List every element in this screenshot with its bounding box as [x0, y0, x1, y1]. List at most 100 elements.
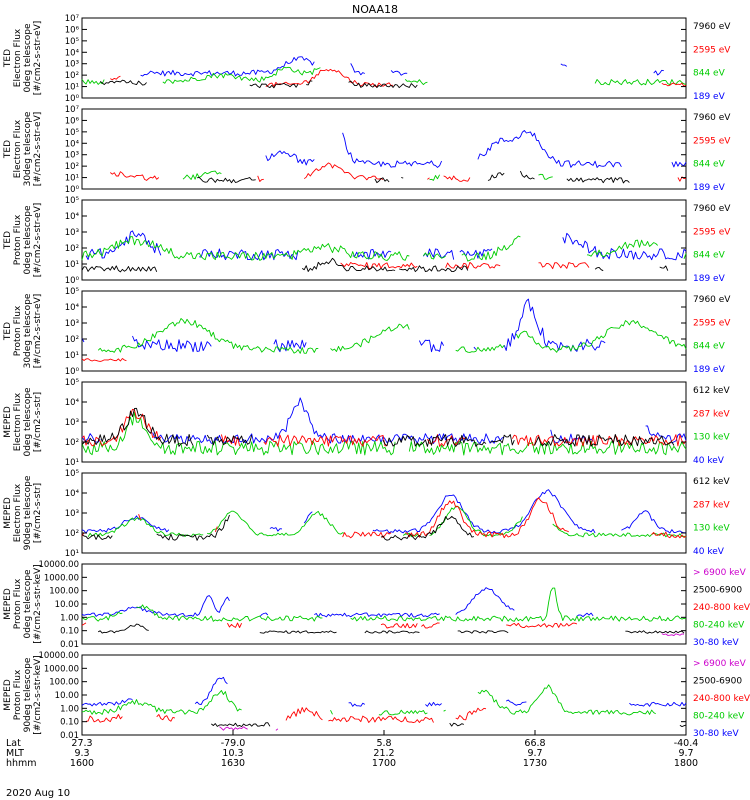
panel-1-ytick-label-6: 10⁶: [65, 25, 80, 35]
panel-3-ylabel-line-1: Proton Flux: [13, 214, 23, 265]
panel-8-series-80-240-kev: [81, 684, 656, 716]
panel-8-ytick-label-2: 1.00: [60, 704, 79, 714]
date-label: 2020 Aug 10: [6, 788, 70, 799]
panel-6-ytick-label-0: 10¹: [65, 549, 79, 559]
panel-1-ytick-label-4: 10⁴: [65, 48, 80, 58]
panel-8-legend-2500-6900: 2500-6900: [693, 677, 742, 687]
panel-2-ytick-label-0: 10⁰: [65, 185, 80, 195]
time-lat-value-1: -79.0: [221, 738, 246, 749]
panel-3-ylabel-line-3: [#/cm2-s-str-eV]: [33, 203, 43, 278]
panel-7-ytick-label-4: 100.00: [49, 587, 79, 597]
panel-1-legend-844-ev: 844 eV: [693, 69, 726, 79]
panel-3-frame: [81, 199, 687, 281]
panel-7-series-80-240-kev: [81, 587, 687, 622]
panel-3-ytick-label-2: 10²: [65, 244, 79, 254]
panel-4-ytick-label-0: 10⁰: [65, 367, 80, 377]
time-axis: Lat 27.3 -79.0 5.8 66.8 -40.4 MLT 9.3 10.3 21.2 9.…: [6, 730, 698, 769]
panel-1-ylabel-line-2: 0deg telescope: [23, 23, 33, 93]
panel-3-series-844-ev: [81, 235, 687, 262]
panel-3-ylabel: TEDProton Flux0deg telescope[#/cm2-s-str…: [3, 203, 43, 278]
panel-8-ylabel-line-3: [#/cm2-s-str-keV]: [33, 655, 43, 734]
panel-6-ytick-label-3: 10⁴: [65, 489, 80, 499]
panel-6-legend-287-kev: 287 keV: [693, 500, 730, 510]
panel-1-legend-7960-ev: 7960 eV: [693, 22, 731, 32]
panel-4-ytick-label-3: 10³: [65, 319, 79, 329]
panel-6-ylabel-line-1: Electron Flux: [13, 483, 23, 542]
panel-2-ytick-label-6: 10⁶: [65, 116, 80, 126]
panel-7-legend-6900-kev: > 6900 keV: [693, 568, 747, 578]
panel-3: 10⁰ 10¹ 10² 10³ 10⁴ 10⁵ TEDProton Flux0deg tel…: [3, 196, 731, 286]
panel-8-legend-30-80-kev: 30-80 keV: [693, 729, 739, 739]
panel-7-legend-80-240-kev: 80-240 keV: [693, 621, 745, 631]
panel-4: 10⁰ 10¹ 10² 10³ 10⁴ 10⁵ TEDProton Flux30deg te…: [3, 287, 731, 377]
panel-4-ytick-label-1: 10¹: [65, 351, 79, 361]
time-hhmm-value-3: 1730: [523, 758, 547, 769]
time-mlt-value-0: 9.3: [74, 748, 89, 759]
panel-1-ylabel-line-1: Electron Flux: [13, 28, 23, 87]
panel-2-legend-7960-ev: 7960 eV: [693, 113, 731, 123]
panel-6-ylabel-line-2: 90deg telescope: [23, 475, 33, 550]
panel-8: 0.010.101.0010.00100.001000.0010000.00ME…: [3, 651, 750, 741]
panel-1-ytick-label-7: 10⁷: [65, 14, 80, 24]
panel-4-ylabel: TEDProton Flux30deg telescope[#/cm2-s-st…: [3, 293, 43, 368]
panel-2-legend-2595-ev: 2595 eV: [693, 136, 731, 146]
time-hhmm-value-1: 1630: [221, 758, 245, 769]
panel-8-legend-6900-kev: > 6900 keV: [693, 659, 747, 669]
panel-2-series-844-ev: [182, 170, 553, 181]
panel-6-ytick-label-2: 10³: [65, 509, 79, 519]
panel-6-frame: [81, 472, 687, 554]
panel-4-series-844-ev: [97, 318, 687, 354]
panel-3-ytick-label-3: 10³: [65, 228, 79, 238]
panel-2-legend-844-ev: 844 eV: [693, 160, 726, 170]
panel-8-series-30-80-kev: [81, 676, 687, 707]
panel-3-legend-844-ev: 844 eV: [693, 251, 726, 261]
panel-7-series-2500-6900: [97, 623, 685, 634]
panel-8-series-2500-6900: [211, 722, 687, 728]
panel-3-ytick-label-1: 10¹: [65, 260, 79, 270]
time-mlt-value-3: 9.7: [527, 748, 542, 759]
panel-8-ytick-label-0: 0.01: [60, 731, 79, 741]
panel-8-series-6900-kev: [219, 726, 279, 731]
panel-2-ytick-label-4: 10⁴: [65, 139, 80, 149]
panel-2-ylabel-line-0: TED: [3, 140, 13, 159]
panel-6-ytick-label-4: 10⁵: [65, 469, 79, 479]
panel-4-ylabel-line-1: Proton Flux: [13, 305, 23, 356]
panel-7-legend-30-80-kev: 30-80 keV: [693, 638, 739, 648]
panel-5-legend-612-kev: 612 keV: [693, 386, 730, 396]
panel-6-series-130-kev: [87, 505, 687, 538]
panel-5-ytick-label-4: 10⁵: [65, 378, 79, 388]
panel-5-frame: [81, 381, 687, 463]
panel-3-legend-7960-ev: 7960 eV: [693, 204, 731, 214]
panel-4-ytick-label-5: 10⁵: [65, 287, 79, 297]
panel-8-series-240-800-kev: [85, 707, 487, 724]
panel-5-legend-130-kev: 130 keV: [693, 433, 730, 443]
panel-1-ytick-label-5: 10⁵: [65, 37, 79, 47]
panel-8-ytick-label-3: 10.00: [55, 691, 79, 701]
panel-2-ytick-label-3: 10³: [65, 151, 79, 161]
panel-8-ylabel: MEPEDProton Flux90deg telescope[#/cm2-s-…: [3, 655, 43, 734]
panel-3-series-7960-ev: [81, 257, 669, 273]
panel-1-legend-189-ev: 189 eV: [693, 92, 726, 102]
panel-7-ytick-label-6: 10000.00: [38, 560, 79, 570]
panel-3-ytick-label-0: 10⁰: [65, 276, 80, 286]
panel-7-ylabel-line-1: Proton Flux: [13, 578, 23, 629]
panel-6-ylabel: MEPEDElectron Flux90deg telescope[#/cm2-…: [3, 475, 43, 550]
panel-1-ytick-label-0: 10⁰: [65, 94, 80, 104]
panel-2-series-2595-ev: [110, 162, 687, 182]
panel-1-ytick-label-1: 10¹: [65, 83, 79, 93]
panel-8-legend-80-240-kev: 80-240 keV: [693, 712, 745, 722]
panel-2-ytick-label-1: 10¹: [65, 174, 79, 184]
panel-6-legend-40-kev: 40 keV: [693, 547, 725, 557]
panel-7-ylabel: MEPEDProton Flux0deg telescope[#/cm2-s-s…: [3, 564, 43, 643]
panel-1-ylabel-line-3: [#/cm2-s-str-eV]: [33, 21, 43, 96]
panel-5-legend-287-kev: 287 keV: [693, 409, 730, 419]
panel-3-series-2595-ev: [340, 261, 590, 270]
panel-3-ytick-label-4: 10⁴: [65, 212, 80, 222]
panel-1-ylabel-line-0: TED: [3, 49, 13, 68]
time-lat-value-3: 66.8: [524, 738, 545, 749]
panel-1-ytick-label-3: 10³: [65, 60, 79, 70]
panel-4-legend-2595-ev: 2595 eV: [693, 318, 731, 328]
